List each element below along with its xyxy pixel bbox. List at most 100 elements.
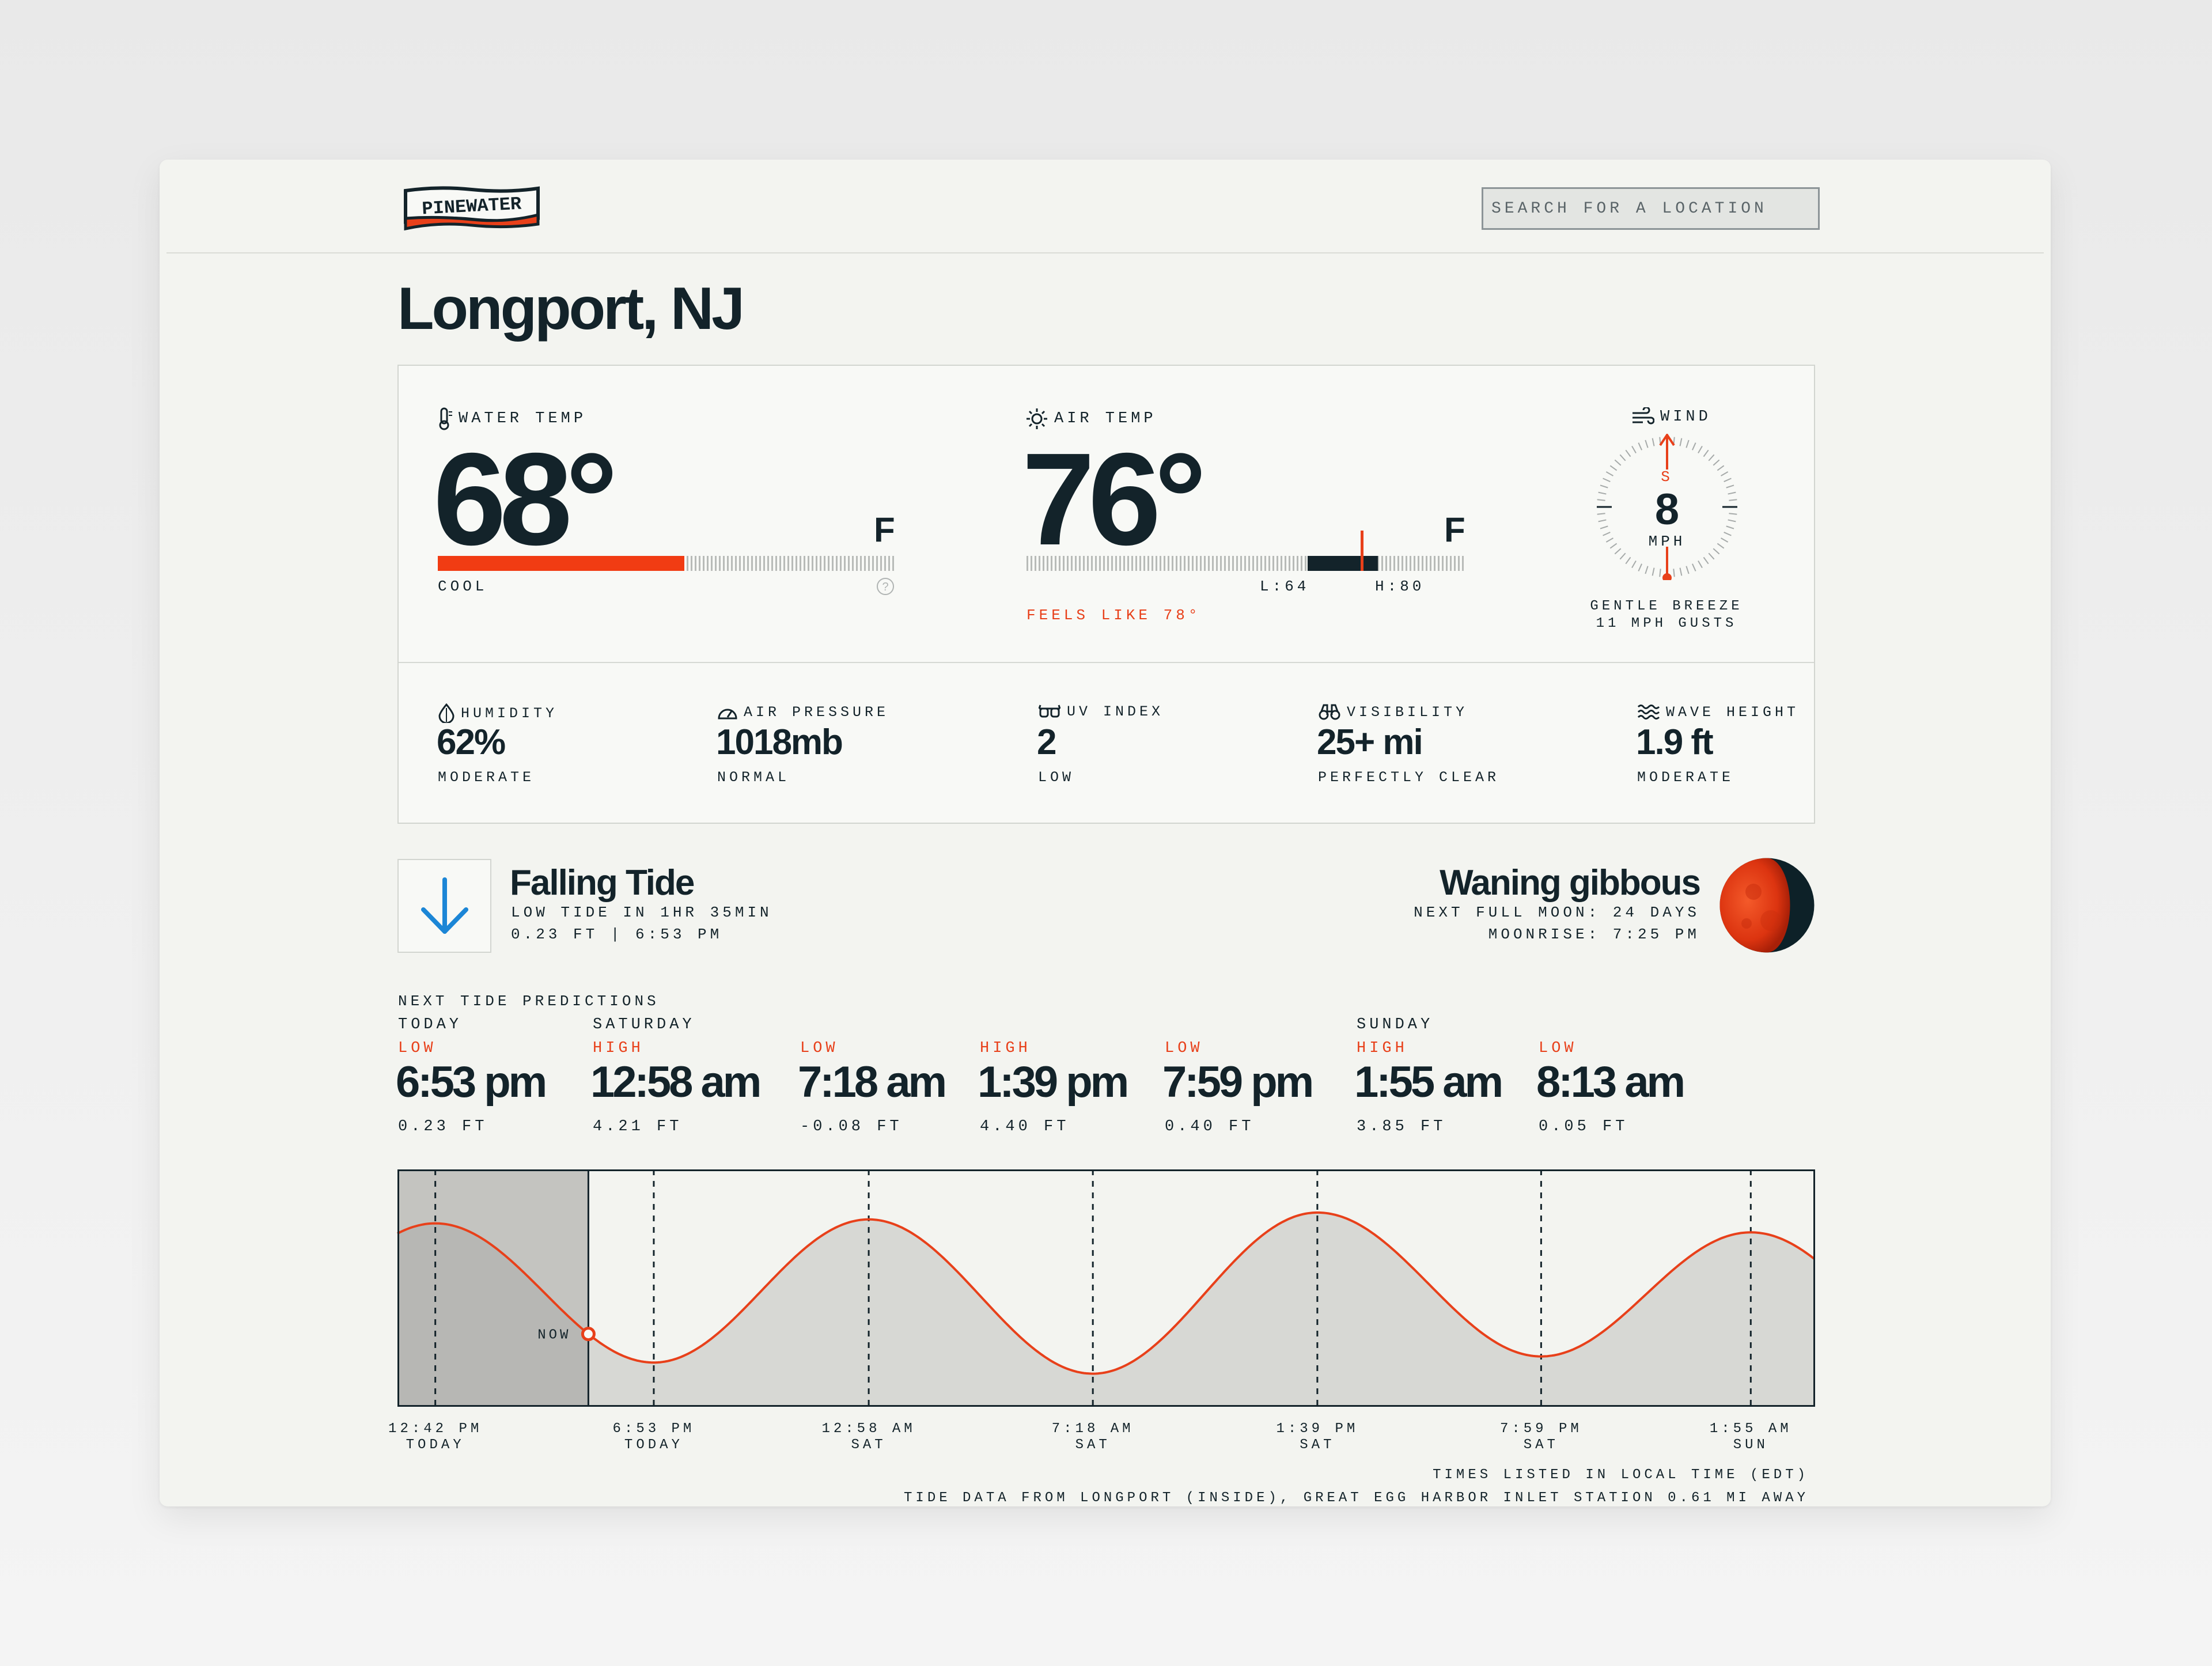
tide-status-title: Falling Tide [510, 863, 695, 903]
tick-day: SAT [1523, 1437, 1559, 1453]
air-temp-range-fill [1308, 556, 1378, 571]
svg-text:?: ? [882, 581, 888, 593]
metric-value: 2 [1037, 722, 1057, 762]
prediction-height: 0.05 FT [1539, 1118, 1628, 1135]
compass-tick [1614, 459, 1622, 466]
tick-time: 6:53 PM [612, 1421, 695, 1437]
metric-value: 1.9 ft [1636, 722, 1714, 762]
compass-tick [1692, 563, 1696, 571]
waves-icon [1637, 705, 1660, 720]
search-input[interactable]: SEARCH FOR A LOCATION [1482, 187, 1820, 230]
metric-label: WAVE HEIGHT [1666, 703, 1800, 721]
tick-time: 7:59 PM [1499, 1421, 1582, 1437]
compass-tick [1685, 440, 1690, 448]
compass-tick [1597, 513, 1605, 515]
binoculars-icon [1319, 704, 1340, 720]
now-label: NOW [537, 1328, 571, 1343]
compass-tick [1717, 543, 1725, 549]
moon-next-full: NEXT FULL MOON: 24 DAYS [1414, 904, 1700, 921]
wind-description: GENTLE BREEZE [1590, 599, 1743, 614]
metric-value: 25+ mi [1317, 722, 1423, 762]
compass-tick [1603, 532, 1611, 536]
compass-tick [1638, 442, 1642, 450]
compass-tick [1631, 561, 1637, 569]
day-label-saturday: SATURDAY [593, 1016, 695, 1033]
predictions-heading: NEXT TIDE PREDICTIONS [398, 993, 660, 1010]
prediction-height: 4.21 FT [593, 1118, 683, 1135]
water-temp-unit: F [874, 510, 895, 549]
compass-tick [1729, 513, 1737, 515]
wind-tail-dot [1662, 573, 1672, 580]
prediction-type: LOW [1539, 1040, 1577, 1057]
sunglasses-icon [1038, 705, 1061, 717]
prediction-time: 8:13 am [1536, 1058, 1685, 1107]
compass-tick [1729, 499, 1737, 501]
page-title: Longport, NJ [397, 275, 745, 342]
metric-label: VISIBILITY [1347, 703, 1468, 721]
metric-status: NORMAL [717, 769, 790, 786]
prediction-type: HIGH [980, 1040, 1031, 1057]
pinewater-logo[interactable]: PINEWATER [403, 185, 540, 234]
compass-tick [1713, 548, 1720, 555]
conditions-card: WATER TEMP 68° F COOL ? AIR TEMP 76° F L… [397, 365, 1815, 824]
compass-tick [1625, 449, 1631, 457]
water-temp-label-text: WATER TEMP [459, 410, 587, 427]
compass-tick [1605, 471, 1613, 476]
compass-tick [1726, 484, 1734, 489]
wind-arrow-head [1659, 434, 1675, 446]
app-window: PINEWATER SEARCH FOR A LOCATION Longport… [160, 160, 2051, 1506]
wind-unit: MPH [1648, 533, 1686, 550]
moon-phase-title: Waning gibbous [1440, 863, 1701, 903]
prediction-height: 3.85 FT [1357, 1118, 1446, 1135]
feels-like-text: FEELS LIKE 78° [1027, 607, 1201, 624]
compass-tick [1645, 440, 1649, 448]
question-circle-icon[interactable]: ? [876, 577, 895, 596]
tick-time: 12:42 PM [388, 1421, 483, 1437]
prediction-time: 1:55 am [1354, 1058, 1503, 1107]
compass-tick [1600, 484, 1608, 489]
wind-speed: 8 [1654, 485, 1680, 534]
chart-footnote: TIMES LISTED IN LOCAL TIME (EDT) [1433, 1467, 1809, 1483]
x-axis-tick-label: 12:58 AM SAT [811, 1421, 926, 1453]
now-marker [581, 1327, 596, 1342]
tick-day: SAT [1075, 1437, 1111, 1453]
air-temp-high: H:80 [1375, 578, 1425, 595]
prediction-time: 6:53 pm [396, 1058, 547, 1107]
tick-day: SAT [1300, 1437, 1335, 1453]
air-temp-bar [1027, 531, 1465, 571]
compass-tick [1645, 566, 1649, 574]
compass-tick [1713, 459, 1720, 466]
compass-tick [1614, 548, 1622, 555]
wind-label: WIND [1631, 407, 1711, 427]
droplet-icon [438, 703, 454, 723]
tick-day: TODAY [406, 1437, 465, 1453]
air-temp-label-text: AIR TEMP [1054, 410, 1157, 427]
day-label-sunday: SUNDAY [1357, 1016, 1434, 1033]
compass-tick [1721, 471, 1729, 476]
gauge-icon [718, 709, 737, 720]
metric-label: HUMIDITY [461, 705, 558, 722]
air-temp-low: L:64 [1260, 578, 1310, 595]
compass-tick [1708, 454, 1715, 461]
x-axis-tick-label: 6:53 PM TODAY [596, 1421, 711, 1453]
moon-icon [1719, 858, 1815, 953]
thermometer-icon [439, 407, 452, 430]
compass-tick [1609, 465, 1618, 471]
compass-tick [1698, 445, 1703, 453]
tide-area [397, 1212, 1815, 1407]
compass-tick [1679, 567, 1683, 576]
compass-tick [1652, 567, 1655, 576]
x-axis-tick-label: 12:42 PM TODAY [378, 1421, 493, 1453]
arrow-down-icon [421, 877, 468, 934]
moon-rise: MOONRISE: 7:25 PM [1488, 926, 1700, 943]
compass-tick [1724, 532, 1732, 536]
x-axis-tick-label: 7:18 AM SAT [1035, 1421, 1150, 1453]
card-divider [399, 662, 1814, 663]
compass-tick [1625, 556, 1631, 565]
prediction-time: 1:39 pm [978, 1058, 1129, 1107]
x-axis-tick-label: 1:39 PM SAT [1260, 1421, 1375, 1453]
compass-tick [1619, 552, 1626, 560]
tick-time: 7:18 AM [1051, 1421, 1134, 1437]
wind-icon [1633, 407, 1654, 425]
compass-tick [1652, 438, 1655, 446]
